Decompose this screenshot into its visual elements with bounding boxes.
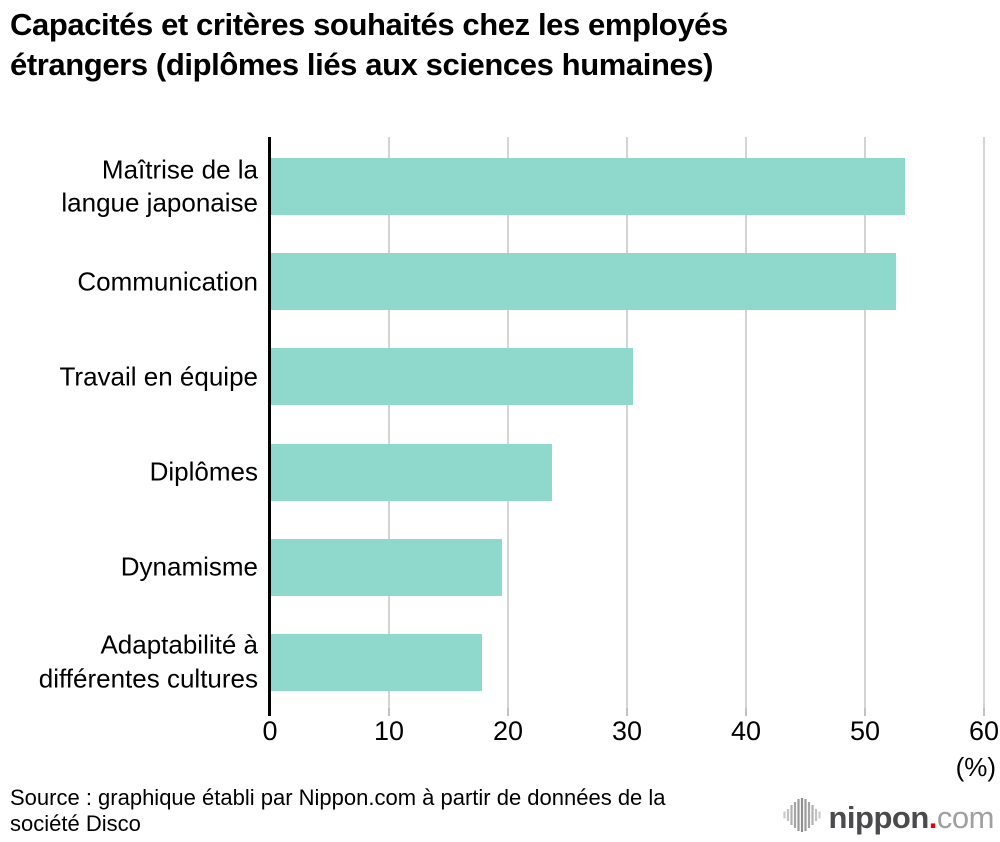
gridline [388,137,390,708]
x-tick-label: 0 [262,716,278,746]
bar [270,158,906,216]
logo-text-com: com [936,799,995,835]
bar [270,348,633,406]
x-axis-unit-label: (%) [955,752,996,782]
gridline [626,137,628,708]
category-label: Maîtrise de la langue japonaise [61,154,258,218]
x-tick-label: 20 [492,716,524,746]
x-tick-label: 60 [968,716,1000,746]
x-tick-label: 10 [373,716,405,746]
chart-title: Capacités et critères souhaités chez les… [10,5,728,84]
logo-dot: . [928,799,938,835]
bar [270,538,503,596]
bar [270,633,482,691]
category-label: Adaptabilité à différentes cultures [38,630,258,694]
nippon-logo: nippon.com [781,795,995,840]
category-label: Travail en équipe [59,361,259,392]
category-label: Communication [77,266,258,297]
x-tick-label: 30 [611,716,643,746]
x-tick-label: 50 [849,716,881,746]
bar [270,443,553,501]
source-note: Source : graphique établi par Nippon.com… [10,785,666,838]
gridline [983,137,985,708]
x-tick-label: 40 [730,716,762,746]
source-note-line-2: société Disco [10,811,141,837]
x-tick [388,708,390,716]
x-tick [983,708,985,716]
gridline [745,137,747,708]
chart-title-line-2: étrangers (diplômes liés aux sciences hu… [10,46,714,82]
chart-title-line-1: Capacités et critères souhaités chez les… [10,7,728,42]
plot-area [270,137,986,708]
source-note-line-1: Source : graphique établi par Nippon.com… [10,785,666,810]
category-label: Dynamisme [120,551,258,582]
x-tick [745,708,747,716]
y-axis-line [268,137,271,716]
x-tick [507,708,509,716]
logo-text-nippon: nippon [828,799,930,835]
category-label: Diplômes [149,456,258,487]
gridline [507,137,509,708]
x-tick [864,708,866,716]
bar [270,253,896,311]
gridline [864,137,866,708]
logo-wordmark: nippon.com [829,798,995,838]
soundwave-bars-icon [781,795,821,840]
x-tick [626,708,628,716]
